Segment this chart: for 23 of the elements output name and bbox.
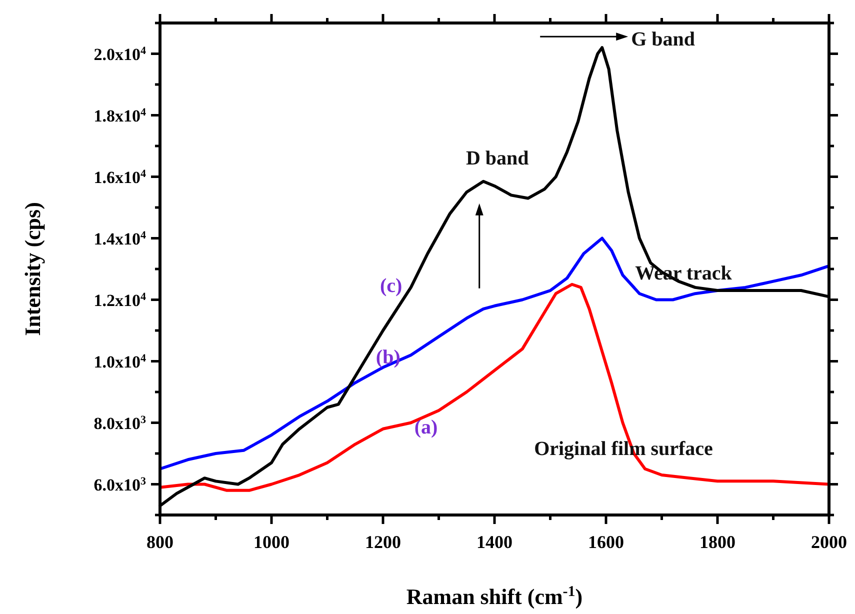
x-tick-label: 2000 bbox=[811, 532, 847, 552]
y-tick-label: 1.8x10$^{4}$ bbox=[94, 106, 146, 126]
annotation: D band bbox=[466, 147, 529, 170]
x-tick-label: 1400 bbox=[476, 532, 512, 552]
x-tick-label: 1800 bbox=[700, 532, 736, 552]
y-tick-label: 2.0x10$^{4}$ bbox=[94, 44, 146, 64]
annotation: G band bbox=[631, 28, 696, 51]
x-tick-label: 1600 bbox=[588, 532, 624, 552]
annotation: (a) bbox=[414, 416, 438, 439]
y-tick-label: 1.2x10$^{4}$ bbox=[94, 290, 146, 310]
annotation: (c) bbox=[380, 274, 402, 297]
x-tick-label: 800 bbox=[146, 532, 174, 552]
y-tick-label: 6.0x10$^{3}$ bbox=[94, 475, 146, 494]
y-axis-title: Intensity (cps) bbox=[20, 202, 45, 336]
x-tick-label: 1200 bbox=[365, 532, 401, 552]
y-tick-label: 8.0x10$^{3}$ bbox=[94, 414, 146, 433]
x-axis-title: Raman shift (cm$^{-1}$) bbox=[406, 584, 583, 609]
y-tick-label: 1.6x10$^{4}$ bbox=[94, 168, 146, 187]
annotation: (b) bbox=[376, 346, 400, 368]
x-tick-label: 1000 bbox=[254, 532, 290, 552]
y-tick-label: 1.0x10$^{4}$ bbox=[94, 352, 146, 372]
line-series bbox=[158, 236, 830, 470]
y-tick-label: 1.4x10$^{4}$ bbox=[94, 229, 146, 248]
